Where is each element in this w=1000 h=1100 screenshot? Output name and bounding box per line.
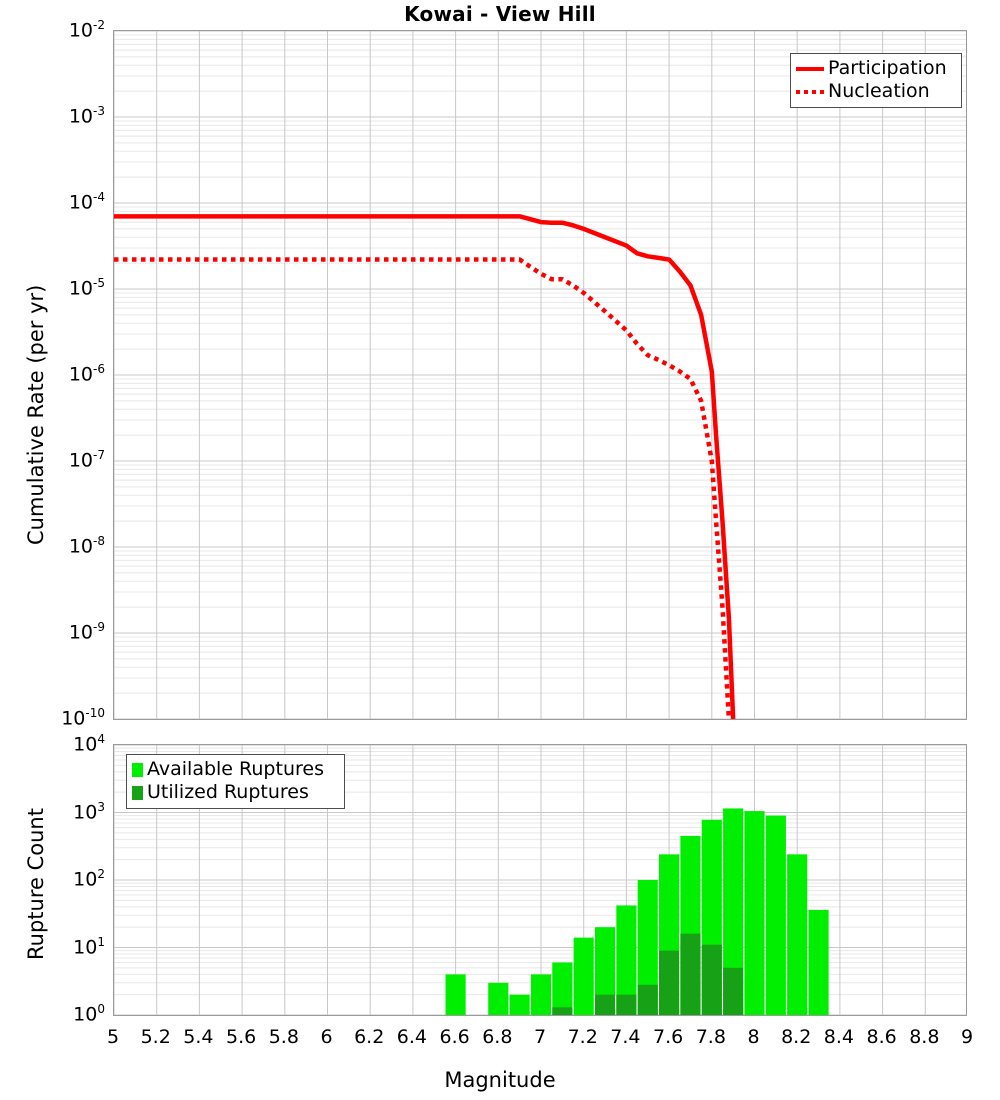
bottom-y-tick: 101 [73,934,105,958]
available-rupture-bar [637,880,658,1015]
utilized-swatch-icon [132,785,143,800]
available-rupture-bar [530,974,552,1015]
available-rupture-bar [552,962,573,1015]
available-rupture-bar [744,811,765,1015]
available-rupture-bar [573,937,594,1015]
legend-label-available: Available Ruptures [147,758,324,780]
bottom-y-tick: 102 [73,867,105,891]
bottom-legend: Available Ruptures Utilized Ruptures [126,754,345,809]
available-rupture-bar [509,994,530,1015]
top-y-tick: 10-9 [68,620,105,644]
top-y-tick: 10-7 [68,448,105,472]
legend-label-participation: Participation [828,57,947,79]
x-tick: 6.6 [439,1026,470,1048]
available-rupture-bar [616,905,637,1015]
x-tick: 5.2 [140,1026,171,1048]
x-tick: 8 [747,1026,760,1048]
cumulative-rate-plot [113,30,967,720]
available-rupture-bar [445,974,466,1015]
legend-item-nucleation: Nucleation [796,80,955,103]
x-tick: 7.8 [695,1026,726,1048]
available-rupture-bar [488,982,509,1015]
top-y-axis-label: Cumulative Rate (per yr) [24,284,48,545]
available-swatch-icon [132,762,143,777]
x-tick: 5.4 [183,1026,214,1048]
top-y-tick: 10-6 [68,362,105,386]
top-y-tick: 10-3 [68,104,105,128]
utilized-rupture-bar [680,933,701,1015]
available-rupture-bar [723,808,744,1015]
x-tick: 8.4 [823,1026,854,1048]
bottom-y-tick: 104 [73,732,105,756]
utilized-rupture-bar [701,944,722,1015]
x-tick: 5.6 [225,1026,257,1048]
available-rupture-bar [787,854,808,1015]
bottom-y-tick: 103 [73,799,105,823]
series-participation-line [114,214,736,719]
x-tick: 6.2 [354,1026,385,1048]
legend-item-available-ruptures: Available Ruptures [132,758,338,781]
top-y-tick: 10-2 [68,18,105,42]
legend-label-utilized: Utilized Ruptures [147,781,309,803]
x-tick: 6.8 [482,1026,513,1048]
x-tick: 9 [960,1026,974,1048]
x-tick: 7.6 [652,1026,684,1048]
x-tick: 8.2 [781,1026,812,1048]
page-title: Kowai - View Hill [404,2,596,26]
utilized-rupture-bar [616,994,637,1015]
dotted-line-icon [796,89,824,94]
cumulative-rate-canvas [114,31,966,719]
top-y-tick: 10-8 [68,534,105,558]
top-legend: Participation Nucleation [790,53,962,108]
x-tick: 7.4 [610,1026,641,1048]
available-rupture-bar [594,927,616,1015]
bottom-y-tick: 100 [73,1002,105,1026]
available-rupture-bar [765,815,786,1015]
x-tick: 7.2 [567,1026,598,1048]
x-axis-label: Magnitude [444,1068,556,1092]
x-tick: 6 [320,1026,333,1048]
top-y-tick: 10-5 [68,276,105,300]
utilized-rupture-bar [594,994,616,1015]
utilized-rupture-bar [552,1007,573,1015]
solid-line-icon [796,66,824,71]
series-nucleation-line [114,257,732,719]
legend-item-participation: Participation [796,57,955,80]
x-tick: 6.4 [396,1026,427,1048]
x-tick: 7 [533,1026,547,1048]
available-rupture-bar [808,909,829,1015]
x-tick: 5 [106,1026,120,1048]
top-y-tick: 10-4 [68,190,105,214]
utilized-rupture-bar [637,984,658,1015]
x-tick: 8.6 [866,1026,897,1048]
utilized-rupture-bar [723,967,744,1015]
top-y-tick: 10-10 [61,706,105,730]
legend-item-utilized-ruptures: Utilized Ruptures [132,781,338,804]
x-tick: 5.8 [268,1026,299,1048]
x-tick: 8.8 [909,1026,940,1048]
legend-label-nucleation: Nucleation [828,80,930,102]
utilized-rupture-bar [659,950,680,1015]
